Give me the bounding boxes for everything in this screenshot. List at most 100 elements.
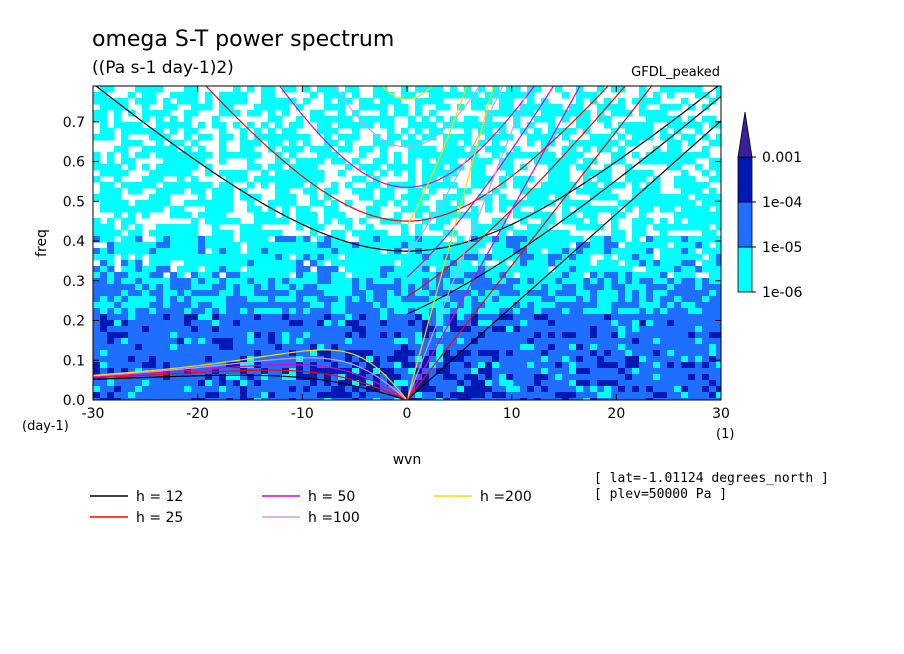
- heatmap-cell: [485, 386, 493, 393]
- heatmap-cell: [352, 386, 360, 393]
- heatmap-cell: [464, 122, 472, 129]
- heatmap-cell: [268, 284, 276, 291]
- heatmap-cell: [478, 362, 486, 369]
- heatmap-cell: [520, 188, 528, 195]
- heatmap-cell: [569, 368, 577, 375]
- heatmap-cell: [121, 368, 129, 375]
- heatmap-cell: [261, 392, 269, 399]
- heatmap-cell: [555, 362, 563, 369]
- heatmap-cell: [219, 290, 227, 297]
- heatmap-cell: [149, 326, 157, 333]
- heatmap-cell: [317, 116, 325, 123]
- heatmap-cell: [149, 230, 157, 237]
- heatmap-cell: [394, 362, 402, 369]
- heatmap-cell: [667, 266, 675, 273]
- heatmap-cell: [555, 332, 563, 339]
- heatmap-cell: [471, 296, 479, 303]
- heatmap-cell: [177, 224, 185, 231]
- heatmap-cell: [562, 344, 570, 351]
- heatmap-cell: [142, 116, 150, 123]
- heatmap-cell: [380, 230, 388, 237]
- heatmap-cell: [121, 284, 129, 291]
- heatmap-cell: [422, 194, 430, 201]
- heatmap-cell: [128, 368, 136, 375]
- heatmap-cell: [184, 326, 192, 333]
- heatmap-cell: [513, 296, 521, 303]
- heatmap-cell: [380, 368, 388, 375]
- rossby-curve: [93, 349, 408, 400]
- heatmap-cell: [170, 116, 178, 123]
- heatmap-cell: [205, 164, 213, 171]
- heatmap-cell: [415, 146, 423, 153]
- heatmap-cell: [443, 200, 451, 207]
- heatmap-cell: [443, 398, 451, 400]
- heatmap-cell: [499, 92, 507, 99]
- heatmap-cell: [107, 260, 115, 267]
- heatmap-cell: [618, 374, 626, 381]
- heatmap-cell: [548, 296, 556, 303]
- heatmap-cell: [163, 242, 171, 249]
- heatmap-cell: [429, 290, 437, 297]
- colorbar-label: 1e-06: [762, 285, 802, 301]
- heatmap-cell: [380, 110, 388, 117]
- heatmap-cell: [352, 344, 360, 351]
- heatmap-cell: [394, 212, 402, 219]
- heatmap-cell: [611, 236, 619, 243]
- heatmap-cell: [93, 296, 101, 303]
- heatmap-cell: [541, 194, 549, 201]
- heatmap-cell: [128, 320, 136, 327]
- heatmap-cell: [366, 188, 374, 195]
- heatmap-cell: [569, 290, 577, 297]
- heatmap-cell: [555, 230, 563, 237]
- heatmap-cell: [296, 272, 304, 279]
- heatmap-cell: [359, 350, 367, 357]
- heatmap-cell: [247, 122, 255, 129]
- heatmap-cell: [317, 86, 325, 93]
- heatmap-cell: [527, 248, 535, 255]
- heatmap-cell: [177, 362, 185, 369]
- heatmap-cell: [569, 110, 577, 117]
- heatmap-cell: [338, 326, 346, 333]
- heatmap-cell: [513, 344, 521, 351]
- heatmap-cell: [408, 332, 416, 339]
- heatmap-cell: [156, 308, 164, 315]
- heatmap-cell: [212, 254, 220, 261]
- heatmap-cell: [716, 344, 721, 351]
- heatmap-cell: [506, 362, 514, 369]
- heatmap-cell: [681, 344, 689, 351]
- legend-entry: h = 50: [308, 489, 355, 505]
- heatmap-cell: [219, 242, 227, 249]
- heatmap-cell: [422, 248, 430, 255]
- heatmap-cell: [310, 320, 318, 327]
- heatmap-cell: [212, 338, 220, 345]
- heatmap-cell: [275, 254, 283, 261]
- heatmap-cell: [408, 116, 416, 123]
- heatmap-cell: [226, 176, 234, 183]
- heatmap-cell: [513, 326, 521, 333]
- heatmap-cell: [240, 386, 248, 393]
- heatmap-cell: [436, 392, 444, 399]
- heatmap-cell: [520, 362, 528, 369]
- heatmap-cell: [100, 170, 108, 177]
- heatmap-cell: [450, 146, 458, 153]
- heatmap-cell: [100, 206, 108, 213]
- heatmap-cell: [191, 296, 199, 303]
- heatmap-cell: [387, 188, 395, 195]
- heatmap-cell: [590, 206, 598, 213]
- heatmap-cell: [289, 350, 297, 357]
- heatmap-cell: [660, 266, 668, 273]
- heatmap-cell: [338, 332, 346, 339]
- heatmap-cell: [303, 314, 311, 321]
- heatmap-cell: [618, 236, 626, 243]
- heatmap-cell: [422, 296, 430, 303]
- heatmap-cell: [268, 200, 276, 207]
- heatmap-cell: [184, 320, 192, 327]
- heatmap-cell: [541, 398, 549, 400]
- heatmap-cell: [247, 290, 255, 297]
- heatmap-cell: [184, 200, 192, 207]
- heatmap-cell: [590, 290, 598, 297]
- heatmap-cell: [128, 284, 136, 291]
- heatmap-cell: [198, 134, 206, 141]
- heatmap-cell: [233, 254, 241, 261]
- heatmap-cell: [156, 338, 164, 345]
